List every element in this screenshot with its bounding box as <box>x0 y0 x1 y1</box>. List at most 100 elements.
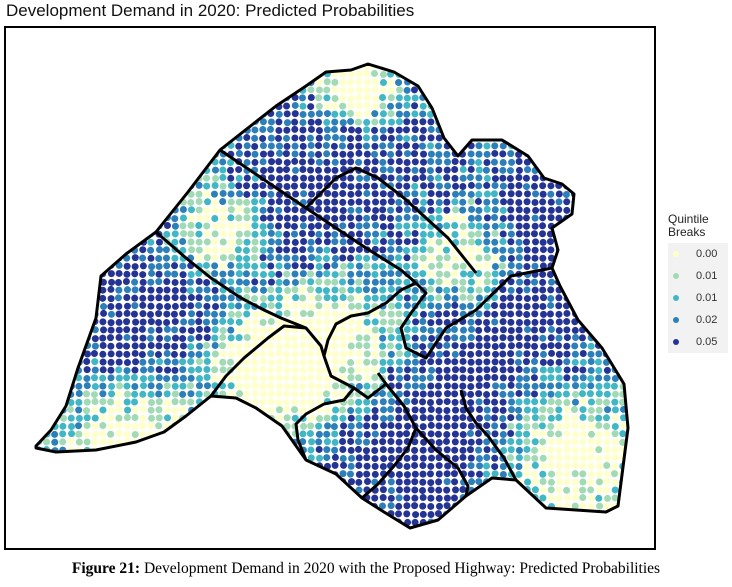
probability-point <box>483 334 491 342</box>
probability-point <box>171 454 179 462</box>
probability-point <box>323 198 331 206</box>
probability-point <box>579 262 587 270</box>
probability-point <box>123 166 131 174</box>
probability-point <box>427 198 435 206</box>
probability-point <box>43 478 51 486</box>
probability-point <box>82 118 90 126</box>
probability-point <box>27 295 34 302</box>
probability-point <box>259 238 267 246</box>
probability-point <box>515 494 523 502</box>
probability-point <box>515 254 523 262</box>
probability-point <box>555 518 563 526</box>
probability-point <box>339 102 347 110</box>
probability-point <box>74 302 82 310</box>
probability-point <box>307 374 315 382</box>
probability-point <box>491 342 499 350</box>
probability-point <box>283 54 290 61</box>
probability-point <box>115 502 123 510</box>
probability-point <box>148 263 156 271</box>
probability-point <box>83 407 91 415</box>
probability-point <box>99 350 107 358</box>
probability-point <box>434 390 442 398</box>
probability-point <box>460 238 468 246</box>
probability-point <box>571 478 579 486</box>
probability-point <box>179 286 187 294</box>
probability-point <box>83 493 91 501</box>
probability-point <box>436 261 444 269</box>
probability-point <box>395 206 403 214</box>
probability-point <box>138 431 146 439</box>
probability-point <box>355 206 363 214</box>
probability-point <box>443 118 451 126</box>
probability-point <box>331 118 339 126</box>
probability-point <box>515 526 523 528</box>
probability-point <box>163 222 171 230</box>
probability-point <box>28 439 35 446</box>
probability-point <box>587 262 595 270</box>
probability-point <box>115 414 123 422</box>
probability-point <box>428 334 436 342</box>
probability-point <box>507 70 515 78</box>
probability-point <box>548 55 555 62</box>
probability-point <box>618 342 626 350</box>
probability-point <box>563 309 571 317</box>
probability-point <box>539 326 547 334</box>
probability-point <box>499 493 507 501</box>
probability-point <box>75 127 83 135</box>
probability-point <box>91 269 99 277</box>
probability-point <box>67 414 75 422</box>
probability-point <box>419 246 427 254</box>
probability-point <box>523 462 531 470</box>
probability-point <box>203 373 211 381</box>
probability-point <box>363 94 371 102</box>
probability-point <box>267 174 275 182</box>
probability-point <box>547 334 555 342</box>
probability-point <box>323 485 331 493</box>
probability-point <box>451 198 459 206</box>
probability-point <box>282 150 290 158</box>
probability-point <box>140 54 147 61</box>
probability-point <box>395 118 403 126</box>
probability-point <box>483 271 491 279</box>
probability-point <box>371 166 379 174</box>
probability-point <box>43 390 51 398</box>
probability-point <box>530 86 538 94</box>
probability-point <box>275 149 283 157</box>
probability-point <box>139 158 147 166</box>
probability-point <box>523 494 531 502</box>
probability-point <box>443 222 451 230</box>
probability-point <box>83 414 91 422</box>
probability-point <box>467 165 475 173</box>
probability-point <box>83 150 91 158</box>
probability-point <box>347 183 355 191</box>
probability-point <box>131 494 139 502</box>
probability-point <box>235 413 243 421</box>
probability-point <box>331 302 339 310</box>
probability-point <box>123 367 131 375</box>
probability-point <box>435 199 443 207</box>
probability-point <box>595 166 603 174</box>
probability-point <box>291 64 299 70</box>
probability-point <box>612 246 620 254</box>
probability-point <box>67 78 75 86</box>
probability-point <box>363 462 371 470</box>
probability-point <box>563 462 571 470</box>
probability-point <box>27 503 34 510</box>
probability-point <box>36 247 43 255</box>
probability-point <box>131 334 139 342</box>
probability-point <box>412 318 420 326</box>
probability-point <box>187 510 195 518</box>
probability-point <box>91 406 99 414</box>
probability-point <box>356 502 364 510</box>
probability-point <box>196 214 204 222</box>
probability-point <box>59 503 67 511</box>
probability-point <box>155 198 163 206</box>
probability-point <box>555 206 563 214</box>
probability-point <box>44 182 52 190</box>
probability-point <box>564 230 572 238</box>
probability-point <box>483 126 491 134</box>
probability-point <box>299 501 307 509</box>
probability-point <box>27 343 34 350</box>
probability-point <box>435 238 443 246</box>
probability-point <box>275 349 283 357</box>
